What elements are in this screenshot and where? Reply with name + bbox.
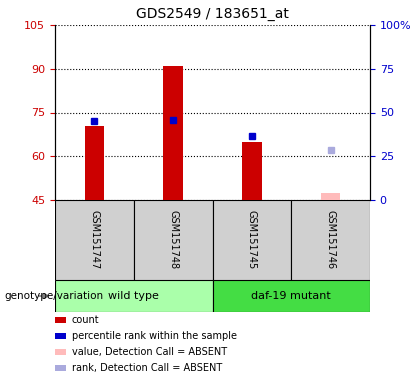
Bar <box>55 365 66 371</box>
Text: value, Detection Call = ABSENT: value, Detection Call = ABSENT <box>72 347 227 357</box>
Text: percentile rank within the sample: percentile rank within the sample <box>72 331 237 341</box>
Bar <box>55 200 134 280</box>
Bar <box>242 142 262 200</box>
Bar <box>213 280 370 312</box>
Text: GSM151745: GSM151745 <box>247 210 257 270</box>
Bar <box>213 200 291 280</box>
Bar <box>55 317 66 323</box>
Text: rank, Detection Call = ABSENT: rank, Detection Call = ABSENT <box>72 363 222 373</box>
Bar <box>163 66 183 200</box>
Bar <box>321 193 341 200</box>
Text: genotype/variation: genotype/variation <box>4 291 103 301</box>
Text: count: count <box>72 315 100 325</box>
Text: GSM151747: GSM151747 <box>89 210 100 270</box>
Bar <box>291 200 370 280</box>
Text: wild type: wild type <box>108 291 159 301</box>
Bar <box>55 333 66 339</box>
Title: GDS2549 / 183651_at: GDS2549 / 183651_at <box>136 7 289 21</box>
Bar <box>84 126 104 200</box>
Bar <box>134 200 213 280</box>
Text: daf-19 mutant: daf-19 mutant <box>252 291 331 301</box>
Text: GSM151746: GSM151746 <box>326 210 336 270</box>
Text: GSM151748: GSM151748 <box>168 210 178 270</box>
Bar <box>55 280 213 312</box>
Bar <box>55 349 66 355</box>
